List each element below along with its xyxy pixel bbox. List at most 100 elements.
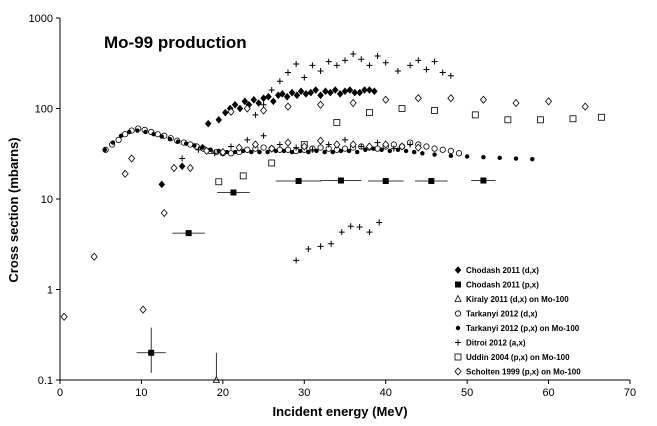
data-point bbox=[355, 149, 360, 155]
data-point bbox=[241, 97, 249, 106]
data-point bbox=[374, 139, 381, 146]
data-point bbox=[398, 105, 406, 112]
data-point bbox=[281, 148, 287, 154]
data-point bbox=[184, 141, 189, 146]
data-point bbox=[358, 143, 365, 150]
data-point bbox=[250, 95, 258, 104]
data-point bbox=[186, 163, 194, 173]
data-point bbox=[110, 140, 116, 145]
data-point bbox=[350, 51, 357, 58]
series-0 bbox=[158, 86, 378, 189]
data-point bbox=[336, 90, 344, 98]
data-point bbox=[265, 92, 272, 101]
data-point bbox=[215, 115, 223, 124]
data-point bbox=[159, 134, 164, 139]
data-point bbox=[293, 61, 300, 68]
data-point bbox=[328, 240, 335, 247]
data-point bbox=[327, 88, 334, 97]
data-point bbox=[215, 178, 223, 186]
y-tick-label: 1 bbox=[47, 285, 53, 297]
legend-label: Chodash 2011 (p,x) bbox=[466, 281, 539, 290]
data-point bbox=[305, 246, 312, 253]
data-point bbox=[447, 147, 454, 155]
data-point bbox=[333, 140, 341, 149]
data-point bbox=[118, 133, 124, 138]
data-point bbox=[407, 141, 414, 148]
data-point bbox=[338, 148, 344, 154]
data-point bbox=[448, 153, 454, 159]
data-point bbox=[178, 162, 186, 171]
x-tick-label: 50 bbox=[461, 387, 473, 399]
data-point bbox=[330, 149, 335, 155]
data-point bbox=[260, 144, 267, 151]
data-point bbox=[455, 150, 463, 157]
data-point bbox=[260, 106, 268, 115]
data-point bbox=[239, 172, 247, 180]
data-point bbox=[390, 145, 397, 152]
x-tick-label: 70 bbox=[624, 387, 636, 399]
data-point bbox=[370, 87, 378, 96]
series-1 bbox=[136, 177, 496, 373]
data-point bbox=[307, 88, 315, 97]
data-point bbox=[530, 157, 535, 162]
data-point bbox=[423, 143, 430, 150]
data-point bbox=[122, 131, 129, 138]
legend-marker bbox=[454, 367, 462, 376]
data-point bbox=[403, 148, 409, 154]
series-4 bbox=[102, 128, 535, 162]
legend-label: Uddin 2004 (p,x) on Mo-100 bbox=[466, 353, 570, 362]
legend-label: Tarkanyi 2012 (p,x) on Mo-100 bbox=[466, 324, 580, 333]
data-point bbox=[301, 74, 308, 81]
data-point bbox=[423, 66, 430, 73]
data-point bbox=[139, 305, 147, 314]
data-point bbox=[230, 189, 237, 196]
data-point bbox=[251, 140, 259, 149]
data-point bbox=[268, 144, 276, 153]
data-point bbox=[60, 312, 68, 321]
data-point bbox=[227, 107, 235, 116]
data-point bbox=[374, 53, 381, 60]
data-point bbox=[407, 62, 414, 69]
data-point bbox=[289, 149, 295, 155]
data-point bbox=[371, 146, 376, 151]
data-point bbox=[160, 208, 168, 218]
data-point bbox=[167, 136, 173, 142]
data-point bbox=[276, 146, 283, 153]
data-point bbox=[243, 104, 251, 113]
data-point bbox=[545, 97, 553, 106]
data-point bbox=[479, 95, 487, 104]
legend-marker bbox=[454, 294, 462, 302]
data-point bbox=[295, 178, 302, 185]
data-point bbox=[283, 92, 291, 101]
data-point bbox=[379, 147, 384, 152]
data-point bbox=[322, 87, 329, 96]
data-point bbox=[170, 163, 178, 173]
data-point bbox=[356, 88, 363, 97]
y-axis-title: Cross section (mbarns) bbox=[6, 137, 21, 282]
data-point bbox=[211, 150, 218, 157]
data-point bbox=[497, 155, 502, 161]
data-point bbox=[102, 147, 107, 152]
data-point bbox=[366, 86, 373, 94]
data-point bbox=[143, 129, 148, 135]
legend-marker bbox=[455, 325, 461, 331]
x-tick-label: 20 bbox=[217, 387, 229, 399]
data-point bbox=[387, 148, 392, 154]
data-point bbox=[365, 142, 373, 151]
data-point bbox=[260, 94, 267, 103]
data-point bbox=[278, 90, 286, 98]
data-point bbox=[431, 58, 438, 65]
data-point bbox=[204, 119, 212, 128]
data-point bbox=[179, 155, 186, 162]
data-point bbox=[232, 149, 238, 155]
data-point bbox=[200, 145, 205, 150]
data-point bbox=[175, 139, 181, 144]
data-point bbox=[151, 132, 156, 137]
data-point bbox=[363, 147, 368, 152]
data-point bbox=[415, 57, 422, 64]
data-point bbox=[598, 113, 605, 121]
data-point bbox=[376, 219, 383, 226]
data-point bbox=[581, 102, 589, 111]
data-point bbox=[412, 149, 417, 155]
x-axis-ticks: 0 10 20 30 40 50 60 70 bbox=[57, 380, 636, 399]
